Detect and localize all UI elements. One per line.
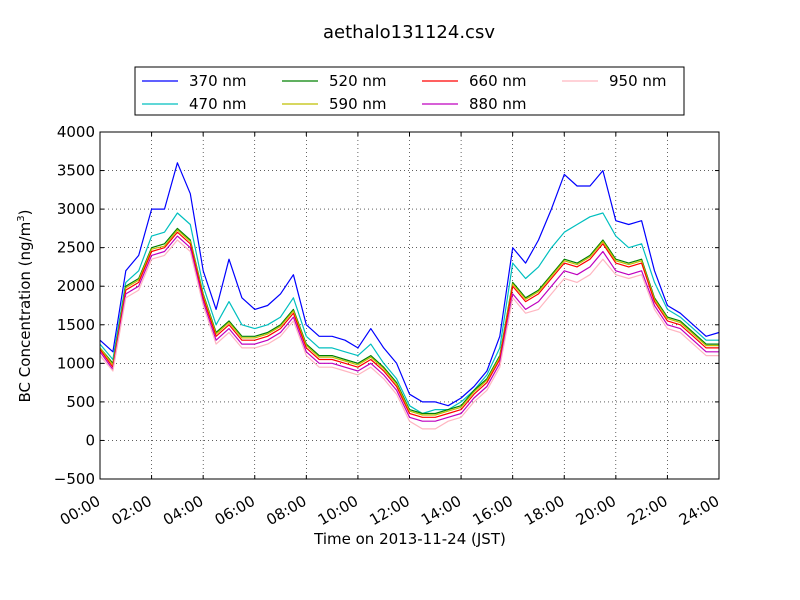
x-tick-label: 06:00 <box>212 492 258 529</box>
legend-label-950-nm: 950 nm <box>609 72 667 90</box>
y-tick-label: 1000 <box>57 354 95 372</box>
y-tick-label: 4000 <box>57 123 95 141</box>
x-axis-label: Time on 2013-11-24 (JST) <box>313 530 506 548</box>
legend-label-660-nm: 660 nm <box>469 72 527 90</box>
y-tick-label: 2500 <box>57 239 95 257</box>
y-tick-label: 2000 <box>57 277 95 295</box>
y-axis: −500 0 500 1000 1500 2000 2500 3000 3500 4000 <box>54 123 719 488</box>
y-tick-label: 500 <box>66 393 95 411</box>
x-tick-label: 00:00 <box>57 492 103 529</box>
y-tick-label: −500 <box>54 470 95 488</box>
legend-label-590-nm: 590 nm <box>329 95 387 113</box>
y-tick-label: 0 <box>85 431 95 449</box>
series-line-370-nm <box>99 162 720 407</box>
legend: 370 nm 470 nm 520 nm 590 nm 660 nm 880 nm 950 … <box>134 66 685 116</box>
y-axis-label-close: ) <box>16 210 34 216</box>
x-tick-label: 20:00 <box>573 492 619 529</box>
x-tick-label: 18:00 <box>521 492 567 529</box>
series-line-660-nm <box>99 231 719 418</box>
x-tick-label: 12:00 <box>366 492 412 529</box>
y-tick-label: 3000 <box>57 200 95 218</box>
x-tick-label: 08:00 <box>263 492 309 529</box>
y-axis-label-superscript: 3 <box>16 215 27 221</box>
legend-label-470-nm: 470 nm <box>189 95 247 113</box>
x-tick-label: 16:00 <box>470 492 516 529</box>
series-layer <box>99 162 720 430</box>
x-tick-label: 14:00 <box>418 492 464 529</box>
x-tick-label: 02:00 <box>108 492 154 529</box>
y-axis-label-main: BC Concentration (ng/m <box>16 222 34 403</box>
series-line-470-nm <box>99 212 719 415</box>
y-tick-label: 1500 <box>57 316 95 334</box>
x-tick-label: 24:00 <box>676 492 722 529</box>
series-line-950-nm <box>99 239 719 430</box>
x-axis: 00:00 02:00 04:00 06:00 08:00 10:00 12:00 14:00… <box>57 132 722 529</box>
series-line-880-nm <box>99 235 719 422</box>
legend-label-880-nm: 880 nm <box>469 95 527 113</box>
legend-label-520-nm: 520 nm <box>329 72 387 90</box>
x-tick-label: 22:00 <box>624 492 670 529</box>
legend-box <box>134 66 685 116</box>
y-axis-label: BC Concentration (ng/m3) <box>16 210 34 403</box>
x-tick-label: 04:00 <box>160 492 206 529</box>
legend-label-370-nm: 370 nm <box>189 72 247 90</box>
grid <box>100 132 719 479</box>
y-tick-label: 3500 <box>57 162 95 180</box>
x-tick-label: 10:00 <box>315 492 361 529</box>
chart-title: aethalo131124.csv <box>323 22 495 43</box>
